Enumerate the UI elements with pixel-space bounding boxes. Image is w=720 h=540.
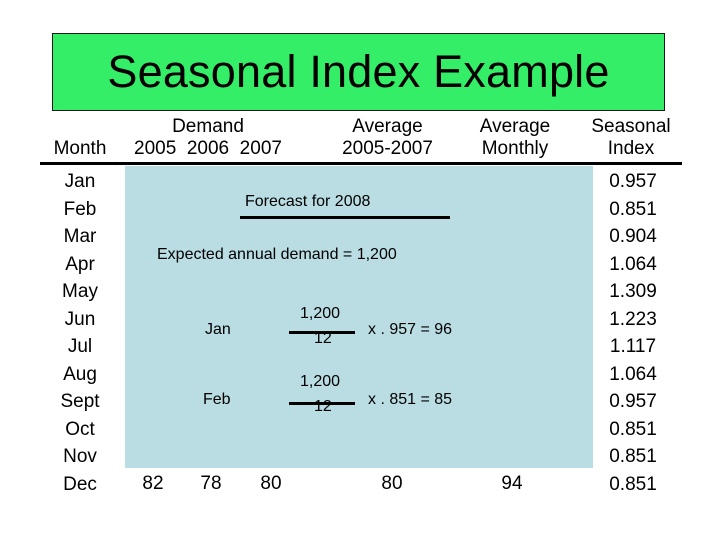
- forecast-panel: Forecast for 2008 Expected annual demand…: [125, 166, 593, 468]
- month-cell: Oct: [65, 418, 95, 440]
- index-cell: 0.851: [609, 418, 657, 440]
- index-cell: 1.064: [609, 363, 657, 385]
- header-seasonal-label-1: Seasonal: [591, 116, 671, 137]
- month-cell: Nov: [63, 446, 97, 467]
- jan-label: Jan: [205, 321, 231, 338]
- header-demand-label: Demand: [172, 116, 244, 137]
- page-title: Seasonal Index Example: [107, 46, 610, 97]
- jan-numerator: 1,200: [300, 305, 341, 322]
- jan-result: x . 957 = 96: [368, 321, 453, 338]
- month-cell: Jul: [67, 336, 93, 357]
- dec-2006-value: 78: [200, 473, 222, 494]
- jan-denominator: 12: [314, 330, 332, 347]
- header-average-years: 2005-2007: [342, 138, 433, 159]
- header-month: Month: [40, 138, 120, 160]
- month-cell: Sept: [60, 391, 100, 412]
- feb-denominator: 12: [314, 398, 332, 415]
- feb-numerator: 1,200: [300, 373, 341, 390]
- month-cell: Feb: [63, 198, 97, 220]
- header-divider: [40, 162, 682, 165]
- header-month-label: Month: [53, 138, 107, 159]
- index-cell: 0.851: [609, 473, 657, 495]
- dec-average-value: 80: [381, 473, 403, 494]
- title-banner: Seasonal Index Example: [52, 33, 665, 111]
- header-average-monthly: Average Monthly: [465, 116, 565, 160]
- index-cell: 1.309: [609, 281, 657, 302]
- feb-result: x . 851 = 85: [368, 391, 453, 408]
- month-cell: Apr: [65, 253, 95, 275]
- header-seasonal-label-2: Index: [607, 138, 655, 159]
- month-cell: Mar: [63, 226, 97, 247]
- header-average-monthly-label-1: Average: [479, 116, 551, 137]
- header-average-monthly-label-2: Monthly: [481, 138, 549, 159]
- index-cell: 1.117: [609, 336, 657, 357]
- forecast-heading: Forecast for 2008: [245, 193, 371, 210]
- seasonal-index-column: 0.957 0.851 0.904 1.064 1.309 1.223 1.11…: [598, 168, 668, 498]
- header-demand: Demand 2005 2006 2007: [120, 116, 296, 160]
- expected-annual-demand: Expected annual demand = 1,200: [157, 246, 397, 263]
- month-cell: Aug: [63, 363, 97, 385]
- month-column: Jan Feb Mar Apr May Jun Jul Aug Sept Oct…: [40, 168, 120, 498]
- jan-fraction-bar: [289, 331, 355, 334]
- forecast-heading-rule: [240, 216, 450, 219]
- index-cell: 0.957: [609, 171, 657, 192]
- index-cell: 0.851: [609, 198, 657, 220]
- index-cell: 1.223: [609, 308, 657, 330]
- index-cell: 0.957: [609, 391, 657, 412]
- header-average-label: Average: [352, 116, 423, 137]
- dec-2005-value: 82: [142, 473, 164, 494]
- index-cell: 0.904: [609, 226, 657, 247]
- dec-2007-value: 80: [260, 473, 282, 494]
- month-cell: Dec: [63, 473, 97, 495]
- header-average: Average 2005-2007: [325, 116, 450, 160]
- index-cell: 0.851: [609, 446, 657, 467]
- feb-label: Feb: [203, 391, 231, 408]
- feb-fraction-bar: [289, 402, 355, 405]
- month-cell: May: [62, 281, 98, 302]
- dec-average-monthly-value: 94: [501, 473, 523, 494]
- header-seasonal-index: Seasonal Index: [583, 116, 679, 160]
- month-cell: Jun: [64, 308, 96, 330]
- month-cell: Jan: [64, 171, 96, 192]
- header-demand-years: 2005 2006 2007: [134, 138, 282, 159]
- index-cell: 1.064: [609, 253, 657, 275]
